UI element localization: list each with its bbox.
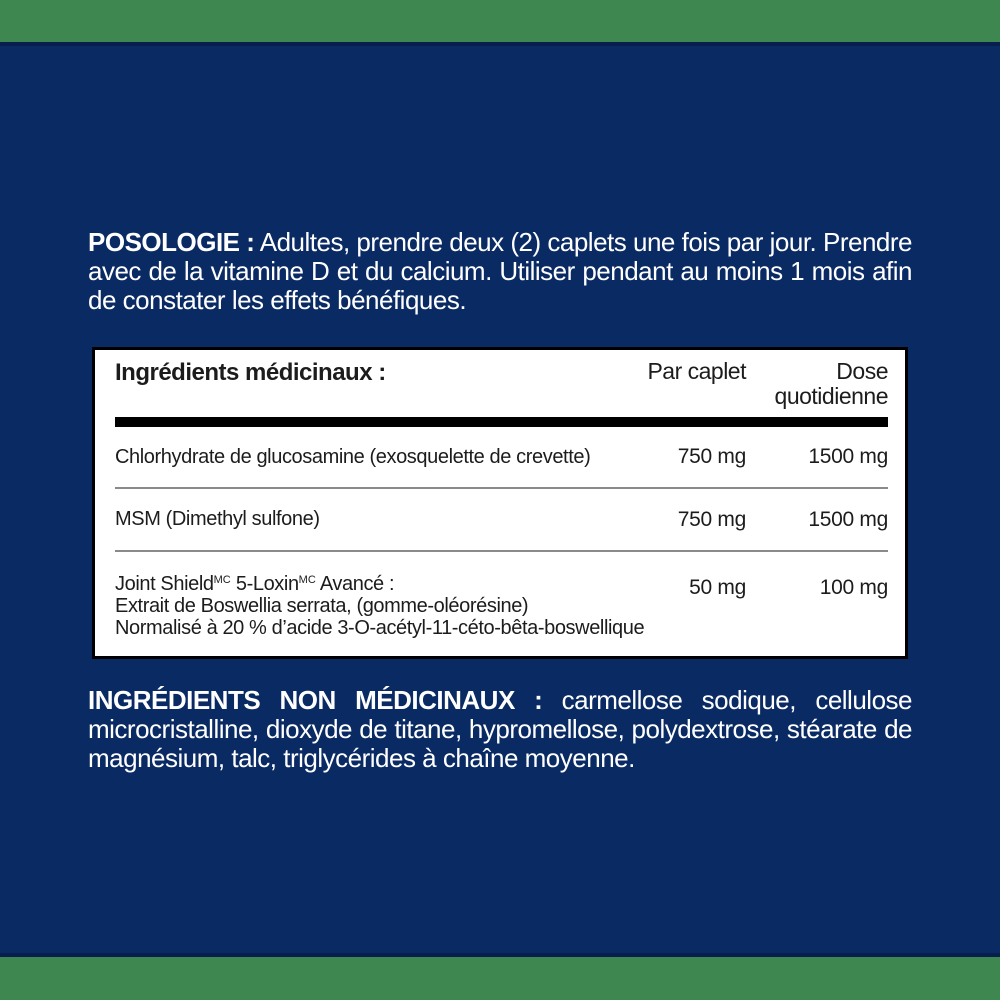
ingredient-name: Joint ShieldMC 5-LoxinMC Avancé : Extrai…: [115, 569, 645, 639]
dosage-paragraph: POSOLOGIE : Adultes, prendre deux (2) ca…: [88, 227, 913, 315]
daily-dose-value: 1500 mg: [808, 507, 888, 531]
ingredient-name: Chlorhydrate de glucosamine (exosquelett…: [115, 445, 591, 468]
ingredient-name: MSM (Dimethyl sulfone): [115, 508, 320, 530]
per-caplet-value: 750 mg: [677, 445, 747, 468]
non-medicinal-label: INGRÉDIENTS NON MÉDICINAUX :: [88, 685, 543, 715]
top-band-shadow-line: [0, 42, 1000, 46]
table-row-msm: MSM (Dimethyl sulfone) 750 mg 1500 mg: [115, 487, 888, 550]
ingredient-name-line2: Extrait de Boswellia serrata, (gomme-olé…: [115, 595, 529, 617]
daily-dose-value: 100 mg: [819, 576, 889, 599]
daily-dose-value: 1500 mg: [808, 445, 888, 468]
bottom-band-shadow-line: [0, 953, 1000, 957]
non-medicinal-paragraph: INGRÉDIENTS NON MÉDICINAUX : carmellose …: [88, 685, 913, 773]
trademark-mc-superscript: MC: [213, 574, 231, 586]
ingredient-name-line1: Joint ShieldMC 5-LoxinMC Avancé :: [115, 573, 395, 595]
ingredient-name-line3: Normalisé à 20 % d’acide 3-O-acétyl-11-c…: [115, 617, 645, 639]
trademark-mc-superscript: MC: [298, 574, 316, 586]
top-green-band: [0, 0, 1000, 42]
column-header-daily-dose: Dose quotidienne: [774, 358, 889, 409]
per-caplet-value: 50 mg: [689, 576, 746, 599]
table-row-joint-shield: Joint ShieldMC 5-LoxinMC Avancé : Extrai…: [115, 550, 888, 656]
panel-header: Ingrédients médicinaux : Par caplet Dose…: [115, 350, 889, 417]
dosage-text: Adultes, prendre deux (2) caplets une fo…: [88, 227, 913, 315]
non-medicinal-text: carmellose sodique, cellulose microcrist…: [88, 685, 913, 773]
header-divider-bar: [115, 417, 888, 427]
table-row-glucosamine: Chlorhydrate de glucosamine (exosquelett…: [115, 427, 888, 487]
bottom-green-band: [0, 957, 1000, 1000]
medicinal-ingredients-panel: Ingrédients médicinaux : Par caplet Dose…: [92, 347, 908, 659]
dosage-label: POSOLOGIE :: [88, 227, 255, 257]
panel-title: Ingrédients médicinaux :: [115, 359, 386, 386]
column-header-per-caplet: Par caplet: [647, 358, 746, 384]
per-caplet-value: 750 mg: [677, 507, 747, 531]
